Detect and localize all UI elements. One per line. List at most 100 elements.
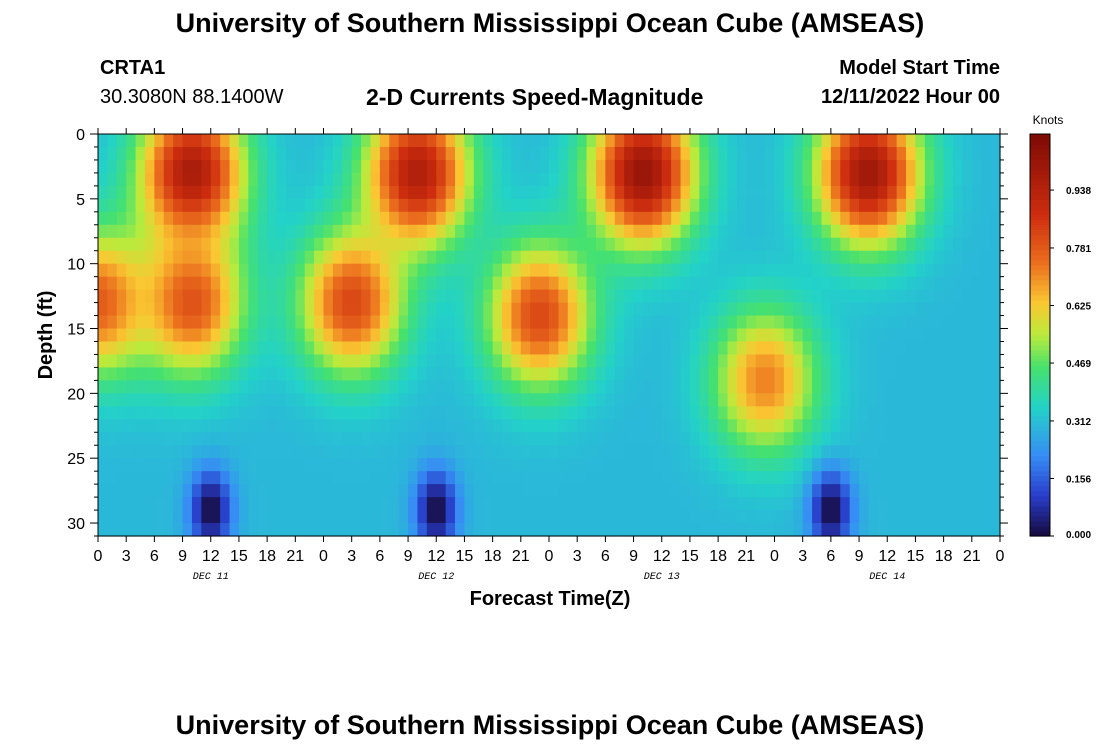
heatmap-cell [633,419,644,433]
heatmap-cell [257,497,268,511]
heatmap-cell [483,172,494,187]
heatmap-cell [943,276,954,291]
heatmap-cell [135,367,146,381]
heatmap-cell [182,289,193,304]
heatmap-cell [267,134,278,148]
heatmap-cell [98,250,108,265]
heatmap-cell [849,523,860,537]
heatmap-cell [981,289,992,304]
heatmap-cell [915,328,926,343]
heatmap-cell [455,393,466,407]
heatmap-cell [173,134,184,148]
heatmap-cell [116,341,127,356]
heatmap-cell [257,341,268,356]
heatmap-cell [746,458,757,472]
heatmap-cell [502,445,513,459]
heatmap-cell [727,146,738,161]
heatmap-cell [398,380,409,394]
colorbar-step [1030,385,1050,391]
heatmap-cell [671,289,682,304]
heatmap-cell [765,471,776,485]
heatmap-cell [558,159,569,174]
heatmap-cell [549,354,559,369]
heatmap-cell [840,263,851,278]
heatmap-cell [229,458,240,472]
heatmap-cell [267,276,278,291]
heatmap-cell [567,263,578,278]
heatmap-cell [652,432,663,446]
heatmap-cell [426,432,437,446]
heatmap-cell [182,134,193,148]
heatmap-cell [859,367,870,381]
heatmap-cell [173,172,184,187]
heatmap-cell [661,302,672,317]
heatmap-cell [671,471,682,485]
heatmap-cell [144,198,155,213]
heatmap-cell [906,172,917,187]
heatmap-cell [736,341,747,356]
heatmap-cell [370,393,381,407]
heatmap-cell [774,497,785,511]
heatmap-cell [455,276,466,291]
heatmap-cell [173,146,184,161]
heatmap-cell [981,328,992,343]
heatmap-cell [135,380,146,394]
heatmap-cell [436,302,447,317]
heatmap-cell [605,471,616,485]
heatmap-cell [473,263,484,278]
heatmap-cell [492,224,503,239]
heatmap-cell [408,510,419,524]
heatmap-cell [379,367,390,381]
heatmap-cell [699,276,710,291]
heatmap-cell [868,510,879,524]
heatmap-cell [126,497,137,511]
heatmap-cell [351,263,362,278]
heatmap-cell [802,497,813,511]
heatmap-cell [849,497,860,511]
heatmap-cell [408,211,419,226]
heatmap-cell [398,523,409,537]
heatmap-cell [915,341,926,356]
heatmap-cell [906,406,917,420]
heatmap-cell [445,146,456,161]
heatmap-cell [661,146,672,161]
heatmap-cell [953,432,964,446]
heatmap-cell [304,211,315,226]
heatmap-cell [539,263,550,278]
heatmap-cell [633,276,644,291]
heatmap-cell [783,185,794,200]
heatmap-cell [924,315,935,330]
heatmap-cell [840,315,851,330]
heatmap-cell [671,380,682,394]
heatmap-cell [238,367,249,381]
heatmap-cell [455,224,466,239]
colorbar-step [1030,525,1050,532]
heatmap-cell [361,484,372,498]
heatmap-cell [699,159,710,174]
heatmap-cell [727,289,738,304]
heatmap-cell [567,289,578,304]
heatmap-cell [614,302,625,317]
heatmap-cell [990,354,1001,369]
heatmap-cell [821,497,832,511]
heatmap-cell [962,406,973,420]
heatmap-cell [398,250,409,265]
heatmap-cell [812,367,823,381]
heatmap-cell [708,211,719,226]
heatmap-cell [389,367,400,381]
heatmap-cell [868,471,879,485]
heatmap-cell [436,276,447,291]
heatmap-cell [877,510,888,524]
heatmap-cell [718,341,729,356]
heatmap-cell [924,328,935,343]
heatmap-cell [652,367,663,381]
heatmap-cell [426,458,437,472]
heatmap-cell [755,276,766,291]
heatmap-cell [642,263,653,278]
heatmap-cell [163,341,174,356]
heatmap-cell [314,302,325,317]
heatmap-cell [755,432,766,446]
heatmap-cell [332,510,343,524]
heatmap-cell [445,237,456,252]
heatmap-cell [708,237,719,252]
